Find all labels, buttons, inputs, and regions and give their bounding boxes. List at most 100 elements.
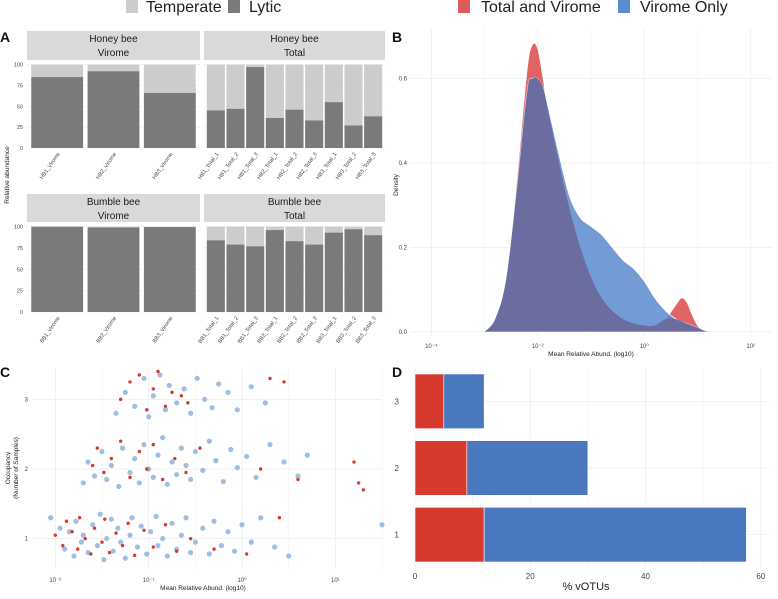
legend-swatch-virome-only [618,0,630,13]
panel-c-point-virome-only [225,529,230,534]
panel-c-point-virome-only [182,386,187,391]
panel-a-bar-lytic [325,102,343,148]
panel-c-point-virome-only [232,549,237,554]
panel-a-bar-lytic [31,77,83,148]
panel-a-sample-label: HB1_Virome [39,152,62,181]
panel-c-point-virome-only [137,480,142,485]
legend-label-total-and-virome: Total and Virome [481,0,601,16]
panel-c-point-virome-only [179,533,184,538]
panel-c-point-total-and-virome [54,533,57,536]
panel-c-point-virome-only [109,463,114,468]
panel-c-point-total-and-virome [212,547,215,550]
panel-d-category-label: 2 [395,464,400,473]
panel-c-point-virome-only [216,381,221,386]
panel-c-point-virome-only [132,456,137,461]
panel-a-sample-label: BB2_Virome [96,316,119,345]
panel-c-ylabel-line2: (Number of Samples) [13,437,20,499]
panel-c-point-virome-only [135,544,140,549]
legend-top-left: Temperate Lytic [126,0,281,16]
panel-d-bar-virome-only [444,374,484,429]
panel-a-bar-temperate [285,227,303,242]
panel-c-point-virome-only [188,477,193,482]
panel-c-point-virome-only [281,459,286,464]
panel-c-point-total-and-virome [352,460,355,463]
panel-a-strip-label-1: Bumble bee [268,197,322,208]
panel-c-point-virome-only [258,515,263,520]
panel-a-sample-label: BB1_Virome [39,316,62,345]
panel-c-point-virome-only [286,553,291,558]
panel-c-point-virome-only [272,544,277,549]
panel-c-point-total-and-virome [65,520,68,523]
panel-c-ytick-label: 3 [25,397,29,403]
panel-c-point-virome-only [200,468,205,473]
panel-a-strip-label-1: Honey bee [270,34,319,45]
panel-c-point-virome-only [188,550,193,555]
panel-c-point-virome-only [183,463,188,468]
panel-c-point-virome-only [115,526,120,531]
panel-c-point-total-and-virome [282,380,285,383]
panel-a-bar-lytic [285,110,303,148]
panel-a-bar-lytic [144,227,196,312]
panel-b-ytick-label: 0.0 [399,330,408,336]
panel-c-point-virome-only [155,452,160,457]
panel-c-point-total-and-virome [108,551,111,554]
panel-a-bar-temperate [364,65,382,117]
panel-a-ytick-label: 50 [17,104,23,110]
panel-letter-d: D [392,364,402,380]
panel-a-ytick-label: 100 [14,225,23,231]
panel-c-point-total-and-virome [175,549,178,552]
panel-d-bar-virome-only [484,507,746,562]
panel-c-point-virome-only [148,529,153,534]
panel-a-bar-temperate [88,65,140,72]
panel-letter-c: C [0,364,10,380]
panel-d-bar-total-and-virome [415,441,467,496]
panel-c-point-virome-only [188,411,193,416]
panel-c-point-virome-only [160,435,165,440]
panel-d-bar-total-and-virome [415,374,444,429]
panel-c-point-virome-only [249,384,254,389]
panel-c-point-virome-only [85,459,90,464]
panel-c-point-total-and-virome [245,552,248,555]
panel-b-ylabel: Density [393,173,400,195]
panel-a-bar-lytic [207,110,225,148]
panel-c-ytick-label: 2 [25,467,29,473]
panel-c-point-virome-only [81,480,86,485]
panel-c-point-virome-only [154,514,159,519]
panel-c-point-virome-only [239,522,244,527]
panel-a-bar-lytic [88,71,140,148]
panel-d-xtick-label: 60 [756,572,765,581]
panel-c-point-virome-only [263,400,268,405]
panel-a-strip-label-2: Virome [98,211,130,222]
panel-c-point-total-and-virome [164,405,167,408]
panel-a-bar-lytic [266,118,284,148]
panel-a-strip-label-1: Bumble bee [87,197,141,208]
panel-c-point-total-and-virome [128,476,131,479]
panel-b-xtick-label: 10⁻² [532,344,544,350]
panel-a-bar-lytic [344,229,362,312]
panel-a-bar-temperate [285,65,303,110]
panel-c-point-virome-only [179,446,184,451]
panel-a-bar-lytic [325,233,343,312]
panel-b-xtick-label: 10⁻⁴ [425,343,438,350]
panel-a-bar-lytic [226,109,244,148]
panel-a-bar-temperate [207,65,225,111]
panel-c-point-virome-only [104,536,109,541]
panel-c-point-total-and-virome [161,478,164,481]
panel-c-point-virome-only [79,540,84,545]
panel-a-ytick-label: 100 [14,63,23,69]
panel-c-point-virome-only [113,411,118,416]
panel-a-strip-label-2: Virome [98,48,130,59]
panel-a-ytick-label: 0 [20,146,23,152]
panel-c-xtick-label: 10⁰ [237,577,247,584]
panel-c-point-virome-only [57,526,62,531]
panel-a-bar-temperate [144,65,196,93]
panel-c-point-total-and-virome [156,370,159,373]
panel-c-point-total-and-virome [126,522,129,525]
panel-a-bar-temperate [266,65,284,118]
panel-a-ytick-label: 75 [17,246,23,252]
panel-c-point-virome-only [193,540,198,545]
panel-a-bar-lytic [364,116,382,148]
panel-a-bar-temperate [344,227,362,230]
panel-c-point-virome-only [244,454,249,459]
panel-a-bar-temperate [325,227,343,233]
